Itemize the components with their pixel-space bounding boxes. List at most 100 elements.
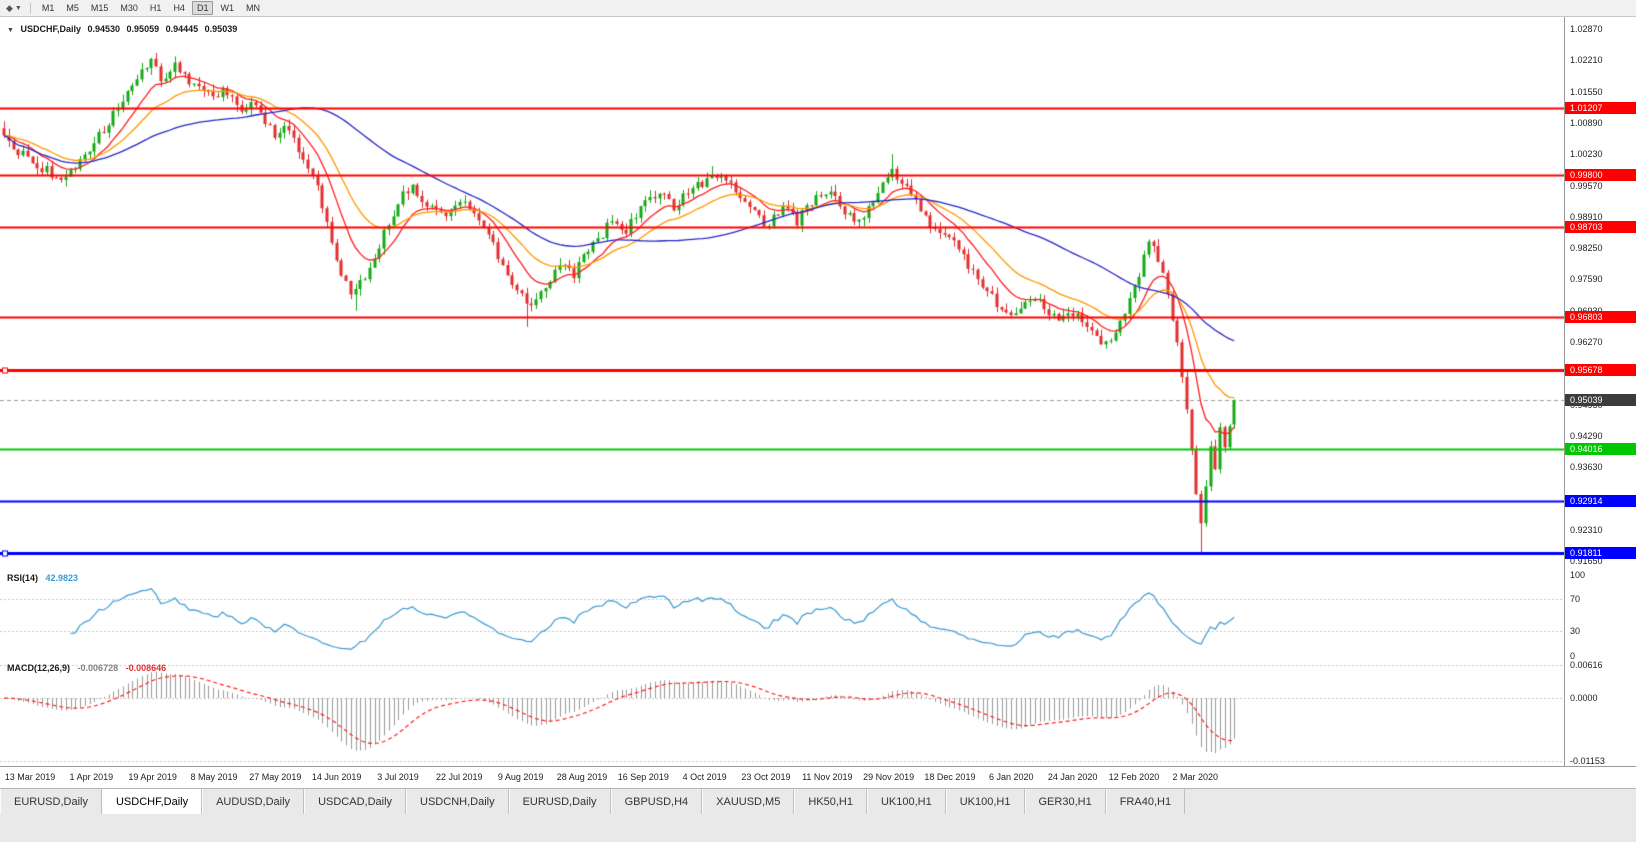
chart-tab-uk100-h1[interactable]: UK100,H1 <box>945 789 1025 814</box>
price-level-badge: 1.01207 <box>1565 101 1636 114</box>
date-label: 9 Aug 2019 <box>497 772 544 782</box>
chart-title: ▼ USDCHF,Daily 0.94530 0.95059 0.94445 0… <box>7 24 241 34</box>
macd-label: MACD(12,26,9) -0.006728 -0.008646 <box>7 663 171 673</box>
price-axis[interactable]: 1.02870 1.02210 1.01550 1.00890 1.00230 0.995… <box>1564 17 1636 570</box>
time-axis[interactable]: 13 Mar 2019 1 Apr 2019 19 Apr 2019 8 May 20… <box>0 766 1636 788</box>
chart-tab-eurusd-daily[interactable]: EURUSD,Daily <box>508 789 611 814</box>
timeframe-button-d1[interactable]: D1 <box>191 1 214 15</box>
price-tick-label: 0.99570 <box>1570 180 1603 191</box>
rsi-value: 42.9823 <box>45 573 79 583</box>
rsi-tick-label: 70 <box>1570 593 1581 604</box>
chart-tab-eurusd-daily[interactable]: EURUSD,Daily <box>0 789 102 814</box>
date-label: 2 Mar 2020 <box>1172 772 1219 782</box>
timeframe-button-m5[interactable]: M5 <box>66 3 79 13</box>
timeframe-button-w1[interactable]: W1 <box>220 3 234 13</box>
chart-tab-gbpusd-h4[interactable]: GBPUSD,H4 <box>610 789 703 814</box>
timeframe-button-m30[interactable]: M30 <box>120 3 138 13</box>
price-tick-label: 0.93630 <box>1570 462 1603 473</box>
date-label: 11 Nov 2019 <box>802 772 853 782</box>
chart-tab-fra40-h1[interactable]: FRA40,H1 <box>1105 789 1186 814</box>
ohlc-open: 0.94530 <box>87 24 121 34</box>
date-label: 29 Nov 2019 <box>863 772 915 782</box>
price-level-badge: 0.92914 <box>1565 495 1636 508</box>
rsi-name: RSI(14) <box>7 573 39 583</box>
price-level-badge: 0.96803 <box>1565 310 1636 323</box>
macd-signal-value: -0.008646 <box>125 663 167 673</box>
macd-tick-label: -0.01153 <box>1570 755 1605 766</box>
bottom-strip <box>0 814 1636 842</box>
price-level-badge: 0.98703 <box>1565 220 1636 233</box>
price-tick-label: 0.96270 <box>1570 337 1603 348</box>
date-label: 8 May 2019 <box>190 772 238 782</box>
macd-main-value: -0.006728 <box>77 663 119 673</box>
price-level-badge: 0.95678 <box>1565 364 1636 377</box>
price-tick-label: 0.98250 <box>1570 243 1603 254</box>
price-level-badge: 0.91811 <box>1565 547 1636 560</box>
chart-tab-audusd-daily[interactable]: AUDUSD,Daily <box>202 789 305 814</box>
dropdown-caret-icon[interactable]: ▼ <box>14 4 22 12</box>
timeframe-button-m15[interactable]: M15 <box>90 3 109 13</box>
date-label: 1 Apr 2019 <box>69 772 114 782</box>
ohlc-high: 0.95059 <box>126 24 160 34</box>
timeframe-button-m1[interactable]: M1 <box>41 3 55 13</box>
price-tick-label: 0.94290 <box>1570 430 1603 441</box>
date-label: 12 Feb 2020 <box>1108 772 1160 782</box>
price-tick-label: 1.02210 <box>1570 55 1603 66</box>
chart-tab-xauusd-m5[interactable]: XAUUSD,M5 <box>702 789 795 814</box>
price-tick-label: 1.02870 <box>1570 24 1603 35</box>
price-chart-panel: ▼ USDCHF,Daily 0.94530 0.95059 0.94445 0… <box>0 17 1636 570</box>
current-price-badge: 0.95039 <box>1565 394 1636 407</box>
price-tick-label: 0.97590 <box>1570 274 1603 285</box>
price-tick-label: 1.01550 <box>1570 86 1603 97</box>
ohlc-close: 0.95039 <box>204 24 238 34</box>
price-level-badge: 0.94016 <box>1565 442 1636 455</box>
chart-symbol-label: USDCHF,Daily <box>20 24 81 34</box>
timeframe-toolbar: ◆ ▼ M1 M5 M15 M30 H1 H4 D1 W1 MN <box>0 0 1636 17</box>
macd-name: MACD(12,26,9) <box>7 663 71 673</box>
chart-tab-hk50-h1[interactable]: HK50,H1 <box>794 789 867 814</box>
date-label: 18 Dec 2019 <box>924 772 976 782</box>
timeframe-button-h1[interactable]: H1 <box>149 3 162 13</box>
date-label: 16 Sep 2019 <box>617 772 669 782</box>
rsi-label: RSI(14) 42.9823 <box>7 573 83 583</box>
date-label: 4 Oct 2019 <box>682 772 727 782</box>
ohlc-low: 0.94445 <box>165 24 199 34</box>
macd-axis[interactable]: 0.00616 0.0000 -0.01153 <box>1564 660 1636 766</box>
date-label: 3 Jul 2019 <box>377 772 419 782</box>
timeframe-button-h4[interactable]: H4 <box>173 3 185 13</box>
price-tick-label: 0.92310 <box>1570 524 1603 535</box>
rsi-panel: RSI(14) 42.9823 100 70 30 0 <box>0 570 1636 660</box>
date-label: 24 Jan 2020 <box>1047 772 1098 782</box>
date-label: 6 Jan 2020 <box>988 772 1034 782</box>
rsi-canvas[interactable] <box>0 570 1564 660</box>
macd-tick-label: 0.0000 <box>1570 693 1598 704</box>
price-level-badge: 0.99800 <box>1565 168 1636 181</box>
chart-tab-ger30-h1[interactable]: GER30,H1 <box>1024 789 1106 814</box>
chart-tabs-bar: EURUSD,Daily USDCHF,Daily AUDUSD,Daily USDC… <box>0 788 1636 814</box>
chart-tab-uk100-h1[interactable]: UK100,H1 <box>866 789 946 814</box>
date-label: 13 Mar 2019 <box>4 772 56 782</box>
macd-canvas[interactable] <box>0 660 1564 766</box>
macd-panel: MACD(12,26,9) -0.006728 -0.008646 0.0061… <box>0 660 1636 766</box>
price-tick-label: 1.00890 <box>1570 117 1603 128</box>
date-label: 14 Jun 2019 <box>311 772 362 782</box>
price-tick-label: 0.98910 <box>1570 211 1603 222</box>
chart-mode-icon[interactable]: ◆ <box>6 2 13 13</box>
toolbar-separator <box>29 2 31 14</box>
chart-tab-usdcad-daily[interactable]: USDCAD,Daily <box>304 789 407 814</box>
chart-tab-usdcnh-daily[interactable]: USDCNH,Daily <box>406 789 509 814</box>
chart-tab-usdchf-daily[interactable]: USDCHF,Daily <box>101 789 203 814</box>
price-tick-label: 0.91650 <box>1570 556 1603 567</box>
date-label: 27 May 2019 <box>249 772 302 782</box>
price-tick-label: 0.96930 <box>1570 306 1603 316</box>
rsi-axis[interactable]: 100 70 30 0 <box>1564 570 1636 660</box>
date-label: 19 Apr 2019 <box>128 772 177 782</box>
timeframe-button-mn[interactable]: MN <box>245 3 260 13</box>
collapse-indicator-icon[interactable]: ▼ <box>7 27 14 34</box>
date-label: 28 Aug 2019 <box>556 772 608 782</box>
rsi-tick-label: 0 <box>1570 651 1576 660</box>
price-chart-canvas[interactable] <box>0 17 1564 570</box>
date-label: 22 Jul 2019 <box>436 772 483 782</box>
rsi-tick-label: 30 <box>1570 626 1581 637</box>
